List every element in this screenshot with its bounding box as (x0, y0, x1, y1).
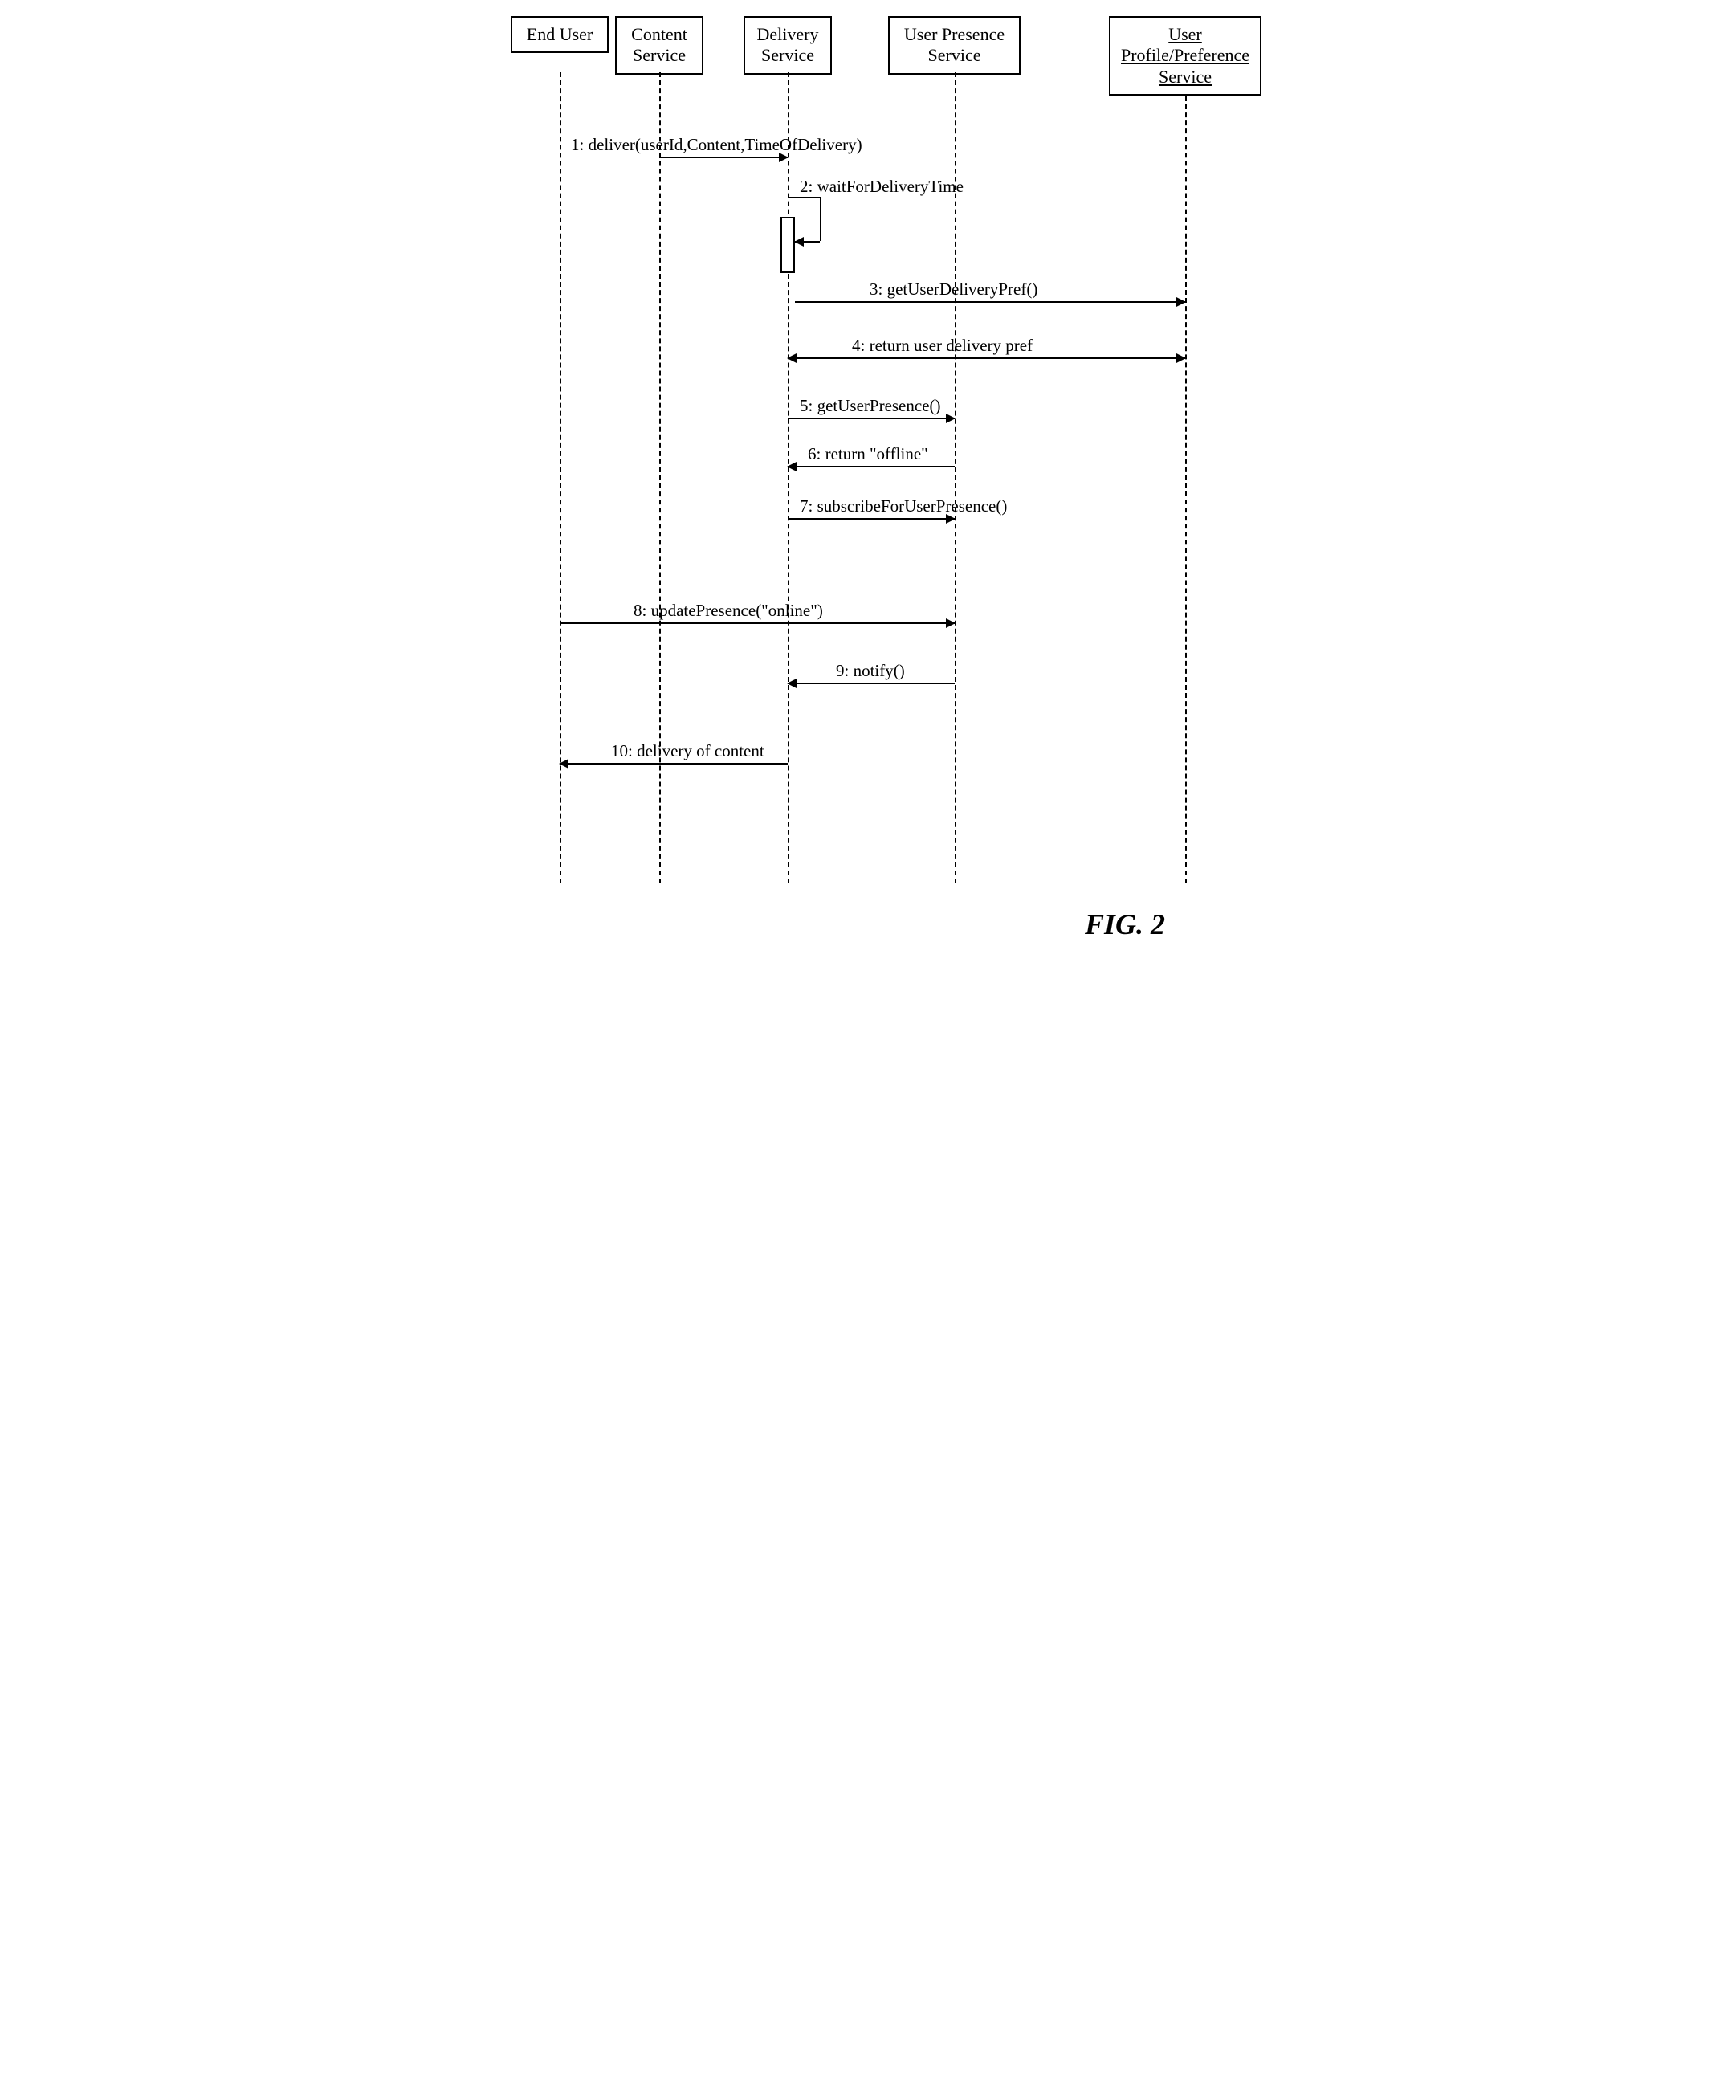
self-call-top (788, 197, 820, 198)
message-arrow-5 (788, 418, 955, 419)
participant-label: Profile/Preference (1121, 45, 1249, 65)
self-call-return (795, 241, 820, 243)
message-arrow-9 (788, 683, 955, 684)
participant-label: Service (928, 45, 981, 65)
lifeline-delivery-service (788, 72, 789, 883)
message-arrow-4 (788, 357, 1185, 359)
sequence-diagram: End UserContentServiceDeliveryServiceUse… (467, 16, 1269, 980)
message-arrow-7 (788, 518, 955, 520)
participant-label: User (1168, 24, 1202, 44)
message-label-2: 2: waitForDeliveryTime (800, 177, 964, 197)
activation-box (780, 217, 795, 273)
message-label-10: 10: delivery of content (611, 741, 764, 761)
participant-label: Content (631, 24, 687, 44)
participant-label: Service (761, 45, 814, 65)
figure-caption: FIG. 2 (1085, 907, 1165, 941)
participant-delivery-service: DeliveryService (744, 16, 832, 75)
message-arrow-6 (788, 466, 955, 467)
lifeline-content-service (659, 72, 661, 883)
self-call-side (820, 197, 821, 241)
message-arrow-10 (560, 763, 788, 765)
message-label-4: 4: return user delivery pref (852, 336, 1033, 356)
participant-label: Service (633, 45, 686, 65)
message-label-1: 1: deliver(userId,Content,TimeOfDelivery… (571, 135, 862, 155)
lifeline-profile-service (1185, 96, 1187, 883)
participant-content-service: ContentService (615, 16, 703, 75)
message-arrow-3 (795, 301, 1185, 303)
participant-label: Delivery (757, 24, 819, 44)
participant-presence-service: User PresenceService (888, 16, 1021, 75)
participant-label: End User (527, 24, 593, 44)
participant-end-user: End User (511, 16, 609, 53)
message-arrow-1 (659, 157, 788, 158)
participant-label: Service (1159, 67, 1212, 87)
message-label-5: 5: getUserPresence() (800, 396, 941, 416)
participant-label: User Presence (904, 24, 1005, 44)
participant-profile-service: UserProfile/PreferenceService (1109, 16, 1261, 96)
message-label-7: 7: subscribeForUserPresence() (800, 496, 1007, 516)
message-label-8: 8: updatePresence("online") (634, 601, 823, 621)
message-arrow-8 (560, 622, 955, 624)
message-label-3: 3: getUserDeliveryPref() (870, 279, 1037, 300)
message-label-9: 9: notify() (836, 661, 905, 681)
message-label-6: 6: return "offline" (808, 444, 928, 464)
